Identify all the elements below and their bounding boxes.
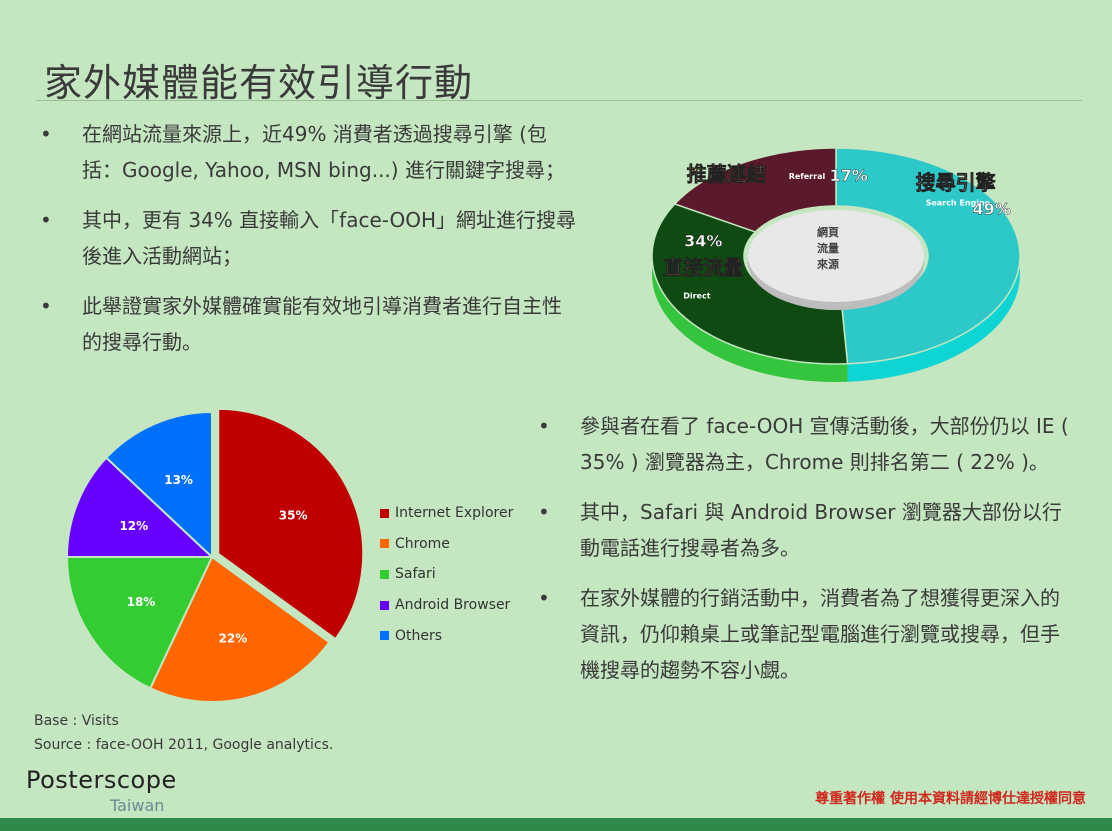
donut-category-sublabel: Direct xyxy=(683,291,710,300)
top-bullet-list: • 在網站流量來源上，近49% 消費者透過搜尋引擎 (包括：Google, Yah… xyxy=(38,116,578,374)
bullet-dot: • xyxy=(40,294,52,318)
legend-item-android-browser: Android Browser xyxy=(380,590,513,621)
donut-center-label: 網頁 xyxy=(817,225,839,239)
legend-item-safari: Safari xyxy=(380,559,513,590)
source-note: Source : face-OOH 2011, Google analytics… xyxy=(34,737,334,753)
bullet-dot: • xyxy=(538,414,550,438)
pie-slice-android-browser xyxy=(65,456,215,558)
bullet-dot: • xyxy=(538,500,550,524)
copyright-notice: 尊重著作權 使用本資料請經博仕達授權同意 xyxy=(815,791,1086,807)
pie-data-label: 18% xyxy=(127,595,156,609)
legend-swatch xyxy=(380,569,389,579)
footer-bar xyxy=(0,818,1112,831)
bullet-text: 參與者在看了 face-OOH 宣傳活動後，大部份仍以 IE ( 35% ) 瀏… xyxy=(580,414,1069,474)
pie-data-label: 35% xyxy=(279,509,308,523)
legend-label: Others xyxy=(395,627,443,644)
legend-label: Internet Explorer xyxy=(395,505,514,522)
pie-slice-safari xyxy=(65,556,214,690)
bullet-item: • 此舉證實家外媒體確實能有效地引導消費者進行自主性的搜尋行動。 xyxy=(38,288,578,360)
donut-category-sublabel: Search Engine xyxy=(926,198,991,207)
bullet-text: 在家外媒體的行銷活動中，消費者為了想獲得更深入的資訊，仍仰賴桌上或筆記型電腦進行… xyxy=(580,586,1060,682)
bullet-text: 其中，更有 34% 直接輸入「face-OOH」網址進行搜尋後進入活動網站； xyxy=(82,208,577,268)
pie-slice-internet-explorer xyxy=(217,407,365,641)
donut-center-label: 流量 xyxy=(817,241,839,255)
bullet-text: 其中，Safari 與 Android Browser 瀏覽器大部份以行動電話進… xyxy=(580,500,1062,560)
legend-label: Chrome xyxy=(395,535,450,552)
legend-label: Safari xyxy=(395,566,436,583)
legend-label: Android Browser xyxy=(395,597,511,614)
donut-side-2 xyxy=(652,203,848,382)
pie-slice-others xyxy=(104,410,213,560)
logo-subtitle: Taiwan xyxy=(110,796,165,815)
right-bullet-list: • 參與者在看了 face-OOH 宣傳活動後，大部份仍以 IE ( 35% ) … xyxy=(536,408,1076,702)
donut-center-label: 來源 xyxy=(817,257,839,271)
donut-value-label: 34% xyxy=(684,231,722,250)
title-divider xyxy=(36,100,1082,101)
donut-category-sublabel: Referral xyxy=(789,172,826,181)
pie-data-label: 22% xyxy=(219,631,248,645)
pie-data-label: 13% xyxy=(164,473,193,487)
donut-value-label: 49% xyxy=(972,199,1010,218)
legend-item-internet-explorer: Internet Explorer xyxy=(380,498,513,529)
donut-category-label: 搜尋引擎 xyxy=(916,170,996,194)
bullet-dot: • xyxy=(538,586,550,610)
browser-pie-chart: 35% 22% 18% 12% 13% xyxy=(65,407,365,703)
pie-legend: Internet Explorer Chrome Safari Android Bro… xyxy=(380,498,513,651)
bullet-item: • 參與者在看了 face-OOH 宣傳活動後，大部份仍以 IE ( 35% ) … xyxy=(536,408,1076,480)
bullet-dot: • xyxy=(40,122,52,146)
donut-value-label: 17% xyxy=(830,166,868,185)
legend-swatch xyxy=(380,631,389,641)
bullet-dot: • xyxy=(40,208,52,232)
legend-swatch xyxy=(380,600,389,610)
legend-item-chrome: Chrome xyxy=(380,529,513,560)
bullet-text: 在網站流量來源上，近49% 消費者透過搜尋引擎 (包括：Google, Yaho… xyxy=(82,122,565,182)
pie-data-label: 12% xyxy=(119,519,148,533)
legend-item-others: Others xyxy=(380,620,513,651)
bullet-text: 此舉證實家外媒體確實能有效地引導消費者進行自主性的搜尋行動。 xyxy=(82,294,562,354)
legend-swatch xyxy=(380,539,389,549)
posterscope-logo: Posterscope xyxy=(26,766,177,794)
donut-hub xyxy=(748,210,924,302)
legend-swatch xyxy=(380,508,389,518)
donut-category-label: 直接流量 xyxy=(663,255,743,279)
base-note: Base : Visits xyxy=(34,713,119,729)
bullet-item: • 在網站流量來源上，近49% 消費者透過搜尋引擎 (包括：Google, Yah… xyxy=(38,116,578,188)
page-title: 家外媒體能有效引導行動 xyxy=(44,61,474,105)
donut-category-label: 推薦連結 xyxy=(687,162,767,186)
bullet-item: • 其中，Safari 與 Android Browser 瀏覽器大部份以行動電話… xyxy=(536,494,1076,566)
bullet-item: • 在家外媒體的行銷活動中，消費者為了想獲得更深入的資訊，仍仰賴桌上或筆記型電腦進… xyxy=(536,580,1076,688)
bullet-item: • 其中，更有 34% 直接輸入「face-OOH」網址進行搜尋後進入活動網站； xyxy=(38,202,578,274)
donut-slice-3 xyxy=(673,147,837,233)
